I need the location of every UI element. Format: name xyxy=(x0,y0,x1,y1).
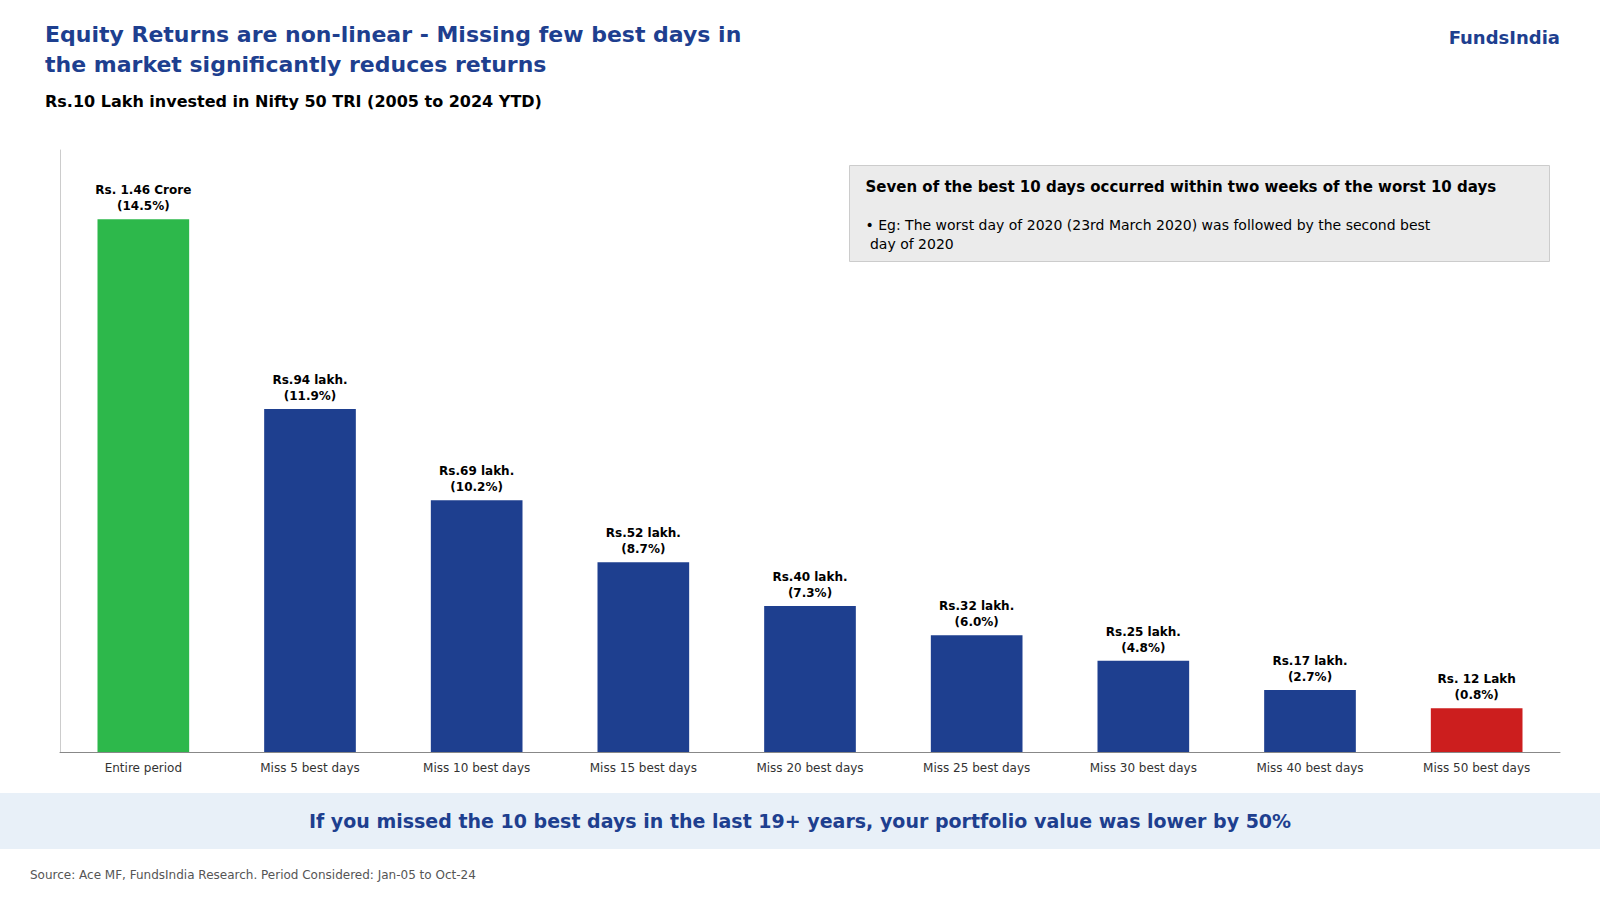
svg-text:Rs.10 Lakh invested in Nifty 5: Rs.10 Lakh invested in Nifty 50 TRI (200… xyxy=(45,92,542,111)
svg-text:(6.0%): (6.0%) xyxy=(955,615,999,629)
svg-text:Entire period: Entire period xyxy=(105,761,182,775)
svg-text:Miss 10 best days: Miss 10 best days xyxy=(423,761,530,775)
svg-text:(7.3%): (7.3%) xyxy=(788,586,832,600)
svg-text:Rs.94 lakh.: Rs.94 lakh. xyxy=(272,373,347,387)
svg-text:day of 2020: day of 2020 xyxy=(866,236,954,252)
svg-text:• Eg: The worst day of 2020 (2: • Eg: The worst day of 2020 (23rd March … xyxy=(866,217,1431,233)
svg-text:Seven of the best 10 days occu: Seven of the best 10 days occurred withi… xyxy=(866,178,1497,196)
svg-text:(14.5%): (14.5%) xyxy=(117,199,170,213)
svg-text:Rs. 12 Lakh: Rs. 12 Lakh xyxy=(1438,672,1516,686)
svg-text:Miss 5 best days: Miss 5 best days xyxy=(260,761,360,775)
svg-text:Rs.69 lakh.: Rs.69 lakh. xyxy=(439,464,514,478)
svg-text:(11.9%): (11.9%) xyxy=(284,389,337,403)
svg-text:FundsIndia: FundsIndia xyxy=(1449,27,1560,48)
svg-text:Rs.52 lakh.: Rs.52 lakh. xyxy=(606,526,681,540)
svg-text:Rs.17 lakh.: Rs.17 lakh. xyxy=(1272,654,1347,668)
svg-text:(8.7%): (8.7%) xyxy=(621,542,665,556)
svg-text:(4.8%): (4.8%) xyxy=(1121,641,1165,655)
svg-text:Miss 30 best days: Miss 30 best days xyxy=(1090,761,1197,775)
svg-text:Miss 20 best days: Miss 20 best days xyxy=(756,761,863,775)
svg-text:(2.7%): (2.7%) xyxy=(1288,670,1332,684)
svg-text:(10.2%): (10.2%) xyxy=(450,480,503,494)
svg-text:Rs.25 lakh.: Rs.25 lakh. xyxy=(1106,625,1181,639)
svg-text:Source: Ace MF, FundsIndia Res: Source: Ace MF, FundsIndia Research. Per… xyxy=(30,868,476,882)
svg-text:Miss 40 best days: Miss 40 best days xyxy=(1256,761,1363,775)
svg-text:Miss 50 best days: Miss 50 best days xyxy=(1423,761,1530,775)
svg-text:Equity Returns are non-linear: Equity Returns are non-linear - Missing … xyxy=(45,22,741,47)
svg-text:Rs.32 lakh.: Rs.32 lakh. xyxy=(939,599,1014,613)
svg-text:the market significantly reduc: the market significantly reduces returns xyxy=(45,52,546,77)
svg-text:(0.8%): (0.8%) xyxy=(1455,688,1499,702)
svg-text:Miss 15 best days: Miss 15 best days xyxy=(590,761,697,775)
svg-text:Miss 25 best days: Miss 25 best days xyxy=(923,761,1030,775)
svg-text:Rs.40 lakh.: Rs.40 lakh. xyxy=(772,570,847,584)
svg-text:If you missed the 10 best days: If you missed the 10 best days in the la… xyxy=(309,810,1291,832)
svg-text:Rs. 1.46 Crore: Rs. 1.46 Crore xyxy=(95,183,191,197)
